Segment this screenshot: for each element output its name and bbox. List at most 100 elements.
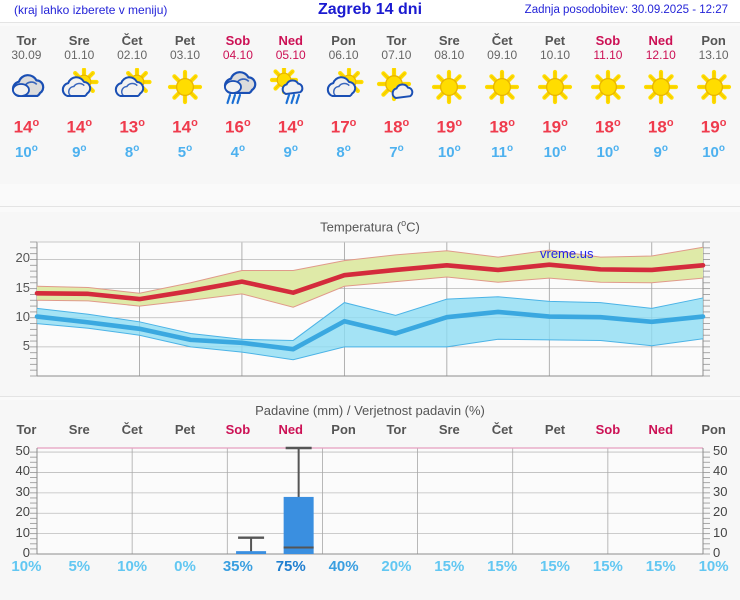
day-column[interactable]: Sre 01.10 14o 9o [53,26,106,184]
precip-y-tick-label-right: 10 [713,524,728,540]
temperature-chart-title-text: Temperatura ( [320,219,402,235]
min-temperature: 9o [653,142,668,161]
day-name: Sob [595,33,621,48]
day-name: Tor [16,33,37,48]
precip-y-tick-label-left: 10 [15,524,30,540]
day-name: Pet [174,33,196,48]
precip-day-label: Sob [595,422,621,437]
day-column[interactable]: Pon 06.10 17o 8o [317,26,370,184]
precip-probability: 15% [487,558,518,575]
day-name: Čet [491,33,513,48]
temperature-chart-section: Temperatura (oC) vreme.us 5 10 15 20 [0,212,740,397]
sun-small-cloud-icon [377,68,414,102]
precip-y-tick-label-left: 40 [15,463,30,479]
min-temperature: 8o [124,142,140,161]
temperature-y-tick-label: 15 [15,279,30,295]
weather-icon-wrap [533,66,577,108]
precip-probability: 40% [328,558,359,575]
precip-y-tick-label-left: 30 [15,483,30,499]
weather-icon-wrap [163,66,207,108]
max-temperature: 18o [383,117,410,137]
precip-y-tick-label-right: 50 [713,443,728,459]
day-column[interactable]: Ned 05.10 14o 9o [264,26,317,184]
day-column[interactable]: Čet 09.10 18o 11o [476,26,529,184]
cloudy-icon [12,74,45,98]
day-column[interactable]: Pon 13.10 19o 10o [687,26,740,184]
max-temperature: 16o [225,117,251,137]
weather-icon-wrap [4,66,48,108]
precip-probability: 15% [592,558,623,575]
day-column[interactable]: Ned 12.10 18o 9o [634,26,687,184]
day-date: 09.10 [487,48,518,62]
weather-icon-wrap [322,66,366,108]
min-temperature: 10o [543,142,567,161]
precip-probability: 15% [434,558,465,575]
day-column[interactable]: Tor 07.10 18o 7o [370,26,423,184]
temperature-y-tick-label: 20 [15,250,30,266]
min-temperature: 10o [702,142,725,161]
max-temperature: 19o [542,117,568,137]
day-name: Ned [278,33,303,48]
day-column[interactable]: Pet 03.10 14o 5o [159,26,212,184]
precip-day-label: Pon [701,422,726,437]
strip-divider [0,206,740,207]
precip-probability: 0% [174,558,196,575]
precip-day-label: Tor [386,422,407,437]
day-name: Čet [121,33,143,48]
precip-probability: 15% [540,558,571,575]
day-date: 12.10 [645,48,676,62]
page-header: (kraj lahko izberete v meniju) Zagreb 14… [0,0,740,22]
min-temperature: 9o [72,142,87,161]
precip-day-label: Ned [278,422,303,437]
weather-icon-wrap [269,66,313,108]
temperature-chart-title: Temperatura (oC) [320,218,420,235]
precipitation-plot: 0 0 10 10 20 20 30 30 40 40 50 50 [0,442,740,560]
min-temperature: 7o [389,142,404,161]
precip-y-tick-label-right: 40 [713,463,728,479]
day-column[interactable]: Sob 11.10 18o 10o [581,26,634,184]
max-temperature: 14o [66,117,93,137]
max-temperature: 14o [277,117,304,137]
weather-icon-wrap [216,66,260,108]
precip-y-tick-label-right: 20 [713,504,728,520]
weather-icon-wrap [586,66,630,108]
day-date: 04.10 [222,48,253,62]
day-date: 06.10 [328,48,359,62]
degree-superscript: o [401,218,407,228]
day-column[interactable]: Tor 30.09 14o 10o [0,26,53,184]
sunny-icon [590,69,625,105]
day-column[interactable]: Sre 08.10 19o 10o [423,26,476,184]
precip-day-label: Čet [491,422,513,437]
day-name: Tor [386,33,407,48]
temperature-y-tick-label: 10 [15,308,30,324]
day-date: 05.10 [275,48,306,62]
day-column[interactable]: Sob 04.10 16o 4o [211,26,264,184]
max-temperature: 13o [119,117,145,137]
page-title: Zagreb 14 dni [317,1,423,18]
precip-day-label: Tor [16,422,37,437]
weather-icon-wrap [639,66,683,108]
precip-probability: 15% [645,558,676,575]
precip-day-label: Sre [438,422,460,437]
precipitation-svg [30,446,710,555]
day-date: 13.10 [698,48,729,62]
sunny-icon [485,69,520,105]
precip-day-label: Pet [174,422,196,437]
day-name: Ned [648,33,674,48]
day-column[interactable]: Pet 10.10 19o 10o [529,26,582,184]
precip-probability: 75% [275,558,306,575]
max-temperature: 14o [13,117,40,137]
precip-y-tick-label-right: 0 [713,545,721,560]
sunny-icon [696,69,731,105]
precip-probability: 5% [68,558,91,575]
weather-icon-wrap [110,66,154,108]
daily-forecast-strip: Tor 30.09 14o 10o Sre 01.10 14o 9o Čet 02.10 13… [0,26,740,184]
day-column[interactable]: Čet 02.10 13o 8o [106,26,159,184]
day-date: 11.10 [593,48,623,62]
weather-icon-wrap [692,66,736,108]
sunny-icon [167,69,203,105]
location-menu-note: (kraj lahko izberete v meniju) [14,3,168,17]
rain-icon [223,71,257,105]
precip-day-label: Sre [68,422,90,437]
precip-y-tick-label-left: 50 [15,443,30,459]
